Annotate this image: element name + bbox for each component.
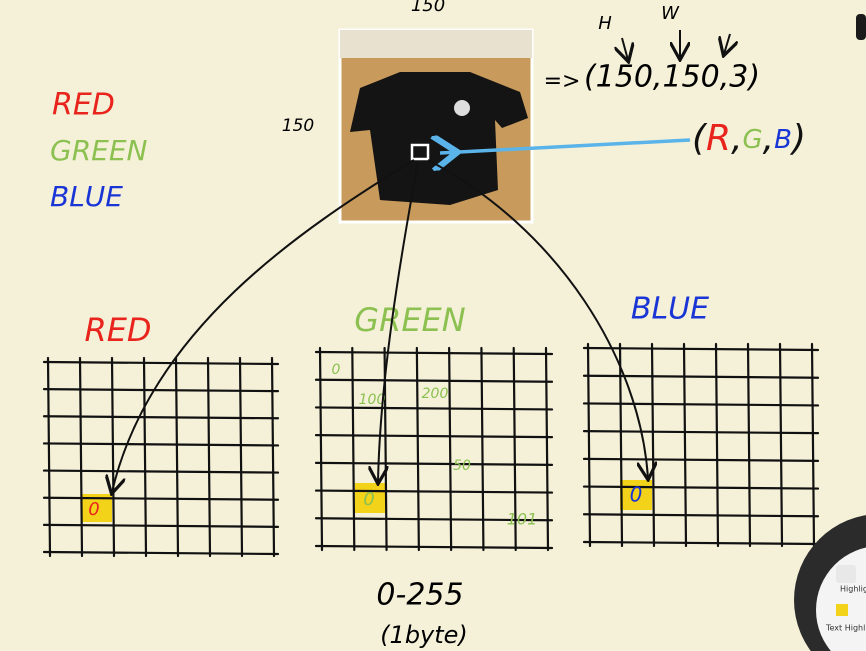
width-letter: W	[661, 3, 680, 24]
grid-title-green: GREEN	[354, 301, 465, 339]
range-note: 0-255	[376, 578, 463, 613]
grid-stroke	[42, 550, 280, 556]
grid-stroke	[778, 342, 784, 548]
grid-stroke	[314, 461, 554, 466]
height-letter: H	[598, 13, 612, 34]
grid-stroke	[42, 442, 280, 447]
grid-stroke	[314, 378, 554, 383]
grid-stroke	[318, 346, 324, 552]
pixel-tuple: (R,G,B)	[692, 118, 806, 159]
image-width-label: 150	[411, 0, 445, 16]
grid-stroke	[582, 513, 820, 518]
pixel-r: R	[706, 118, 731, 159]
grid-stroke	[314, 350, 554, 356]
grid-stroke	[586, 342, 592, 548]
grid-title-blue: BLUE	[631, 292, 709, 327]
grid-stroke	[746, 342, 752, 548]
grid-stroke	[650, 342, 656, 548]
grid-stroke	[582, 457, 820, 462]
text-highlight-tool[interactable]: Text Highlight	[825, 624, 866, 633]
grid-stroke	[314, 544, 554, 550]
grid-stroke	[582, 374, 820, 379]
pixel-arrow	[440, 140, 691, 153]
highlight-tool[interactable]: Highlight	[840, 585, 866, 594]
cell-value: 200	[422, 386, 449, 402]
shirt-photo	[338, 28, 534, 224]
grid-stroke	[206, 356, 212, 558]
legend-blue: BLUE	[50, 180, 123, 213]
grid-stroke	[480, 346, 485, 552]
pixel-b: B	[774, 125, 792, 155]
grid-stroke	[314, 406, 554, 411]
grid-stroke	[682, 342, 688, 548]
cell-value: 100	[359, 392, 386, 408]
grid-stroke	[270, 356, 276, 558]
legend-red: RED	[52, 88, 115, 123]
cell-value: 0	[630, 483, 643, 507]
highlight-cell	[355, 483, 385, 513]
grid-stroke	[42, 415, 280, 420]
byte-note: (1byte)	[380, 621, 468, 649]
highlight-icon[interactable]	[836, 565, 856, 583]
grid-stroke	[78, 356, 84, 558]
grid-stroke	[810, 342, 816, 548]
grid-stroke	[42, 469, 280, 474]
cell-value: 0	[363, 489, 374, 510]
shape-arrows	[622, 30, 730, 60]
cell-value: 0	[332, 362, 341, 378]
tensor-shape: (150,150,3)	[584, 60, 760, 95]
highlight-cell	[620, 480, 652, 510]
grid-stroke	[42, 523, 280, 528]
grid-stroke	[314, 434, 554, 439]
implies-arrow: =>	[544, 69, 581, 94]
grid-stroke	[46, 356, 52, 558]
grid-stroke	[415, 346, 420, 552]
channel-arrows	[112, 159, 648, 492]
grid-stroke	[314, 489, 554, 494]
cell-value: 0	[88, 499, 99, 520]
comma: ,	[731, 118, 742, 159]
cell-value: 101	[507, 510, 538, 529]
grid-stroke	[42, 496, 280, 501]
cell-value: 50	[453, 458, 471, 474]
comma: ,	[763, 118, 774, 159]
grid-stroke	[351, 346, 356, 552]
corner-badge	[856, 14, 866, 40]
pen-toolbar: Highlight Text Highlight	[794, 515, 866, 651]
grid-stroke	[448, 346, 453, 552]
grid-stroke	[142, 356, 148, 558]
text-highlight-icon[interactable]	[836, 604, 848, 616]
grid-stroke	[582, 430, 820, 435]
grid-stroke	[582, 540, 820, 546]
image-height-label: 150	[282, 116, 314, 136]
grids	[42, 342, 820, 558]
grid-stroke	[512, 346, 517, 552]
grid-stroke	[314, 517, 554, 522]
grid-stroke	[174, 356, 180, 558]
paren: )	[789, 118, 806, 159]
grid-stroke	[714, 342, 720, 548]
grid-stroke	[618, 342, 624, 548]
grid-stroke	[582, 485, 820, 490]
grid-stroke	[582, 402, 820, 407]
legend-green: GREEN	[50, 134, 148, 167]
grid-stroke	[42, 388, 280, 393]
grid-stroke	[544, 346, 550, 552]
paren: (	[692, 118, 708, 159]
grid-stroke	[110, 356, 116, 558]
pixel-g: G	[743, 125, 763, 155]
grid-stroke	[238, 356, 244, 558]
grid-title-red: RED	[84, 311, 151, 349]
